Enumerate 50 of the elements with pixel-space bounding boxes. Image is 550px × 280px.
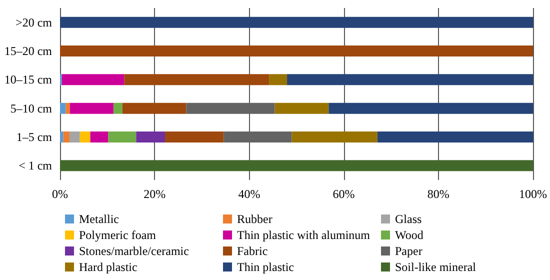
- legend-label: Hard plastic: [79, 260, 138, 274]
- bar: [122, 102, 186, 114]
- bar: [292, 132, 378, 142]
- legend-label: Thin plastic: [237, 260, 294, 274]
- bar: [66, 102, 70, 114]
- bar: [165, 132, 224, 142]
- x-tick-label: 100%: [519, 187, 547, 201]
- bar: [70, 102, 114, 114]
- x-tick-label: 20%: [144, 187, 166, 201]
- bar: [377, 132, 533, 142]
- y-tick-label: 5–10 cm: [10, 101, 53, 116]
- legend-label: Soil-like mineral: [395, 260, 477, 274]
- legend-label: Rubber: [237, 212, 272, 226]
- bar: [60, 16, 533, 28]
- x-tick-label: 60%: [332, 187, 355, 201]
- bar: [90, 132, 108, 142]
- y-tick-label: 15–20 cm: [4, 44, 53, 58]
- x-tick-label: 40%: [238, 187, 260, 201]
- bar: [136, 132, 166, 142]
- bar: [224, 132, 292, 142]
- y-tick-label: < 1 cm: [18, 158, 53, 173]
- bar: [287, 74, 533, 86]
- bar: [108, 132, 136, 142]
- bar: [80, 132, 90, 142]
- legend-label: Paper: [395, 244, 422, 258]
- bar: [186, 102, 275, 114]
- x-tick-label: 0%: [52, 187, 68, 201]
- bar: [328, 102, 533, 114]
- bar: [113, 102, 122, 114]
- x-tick-label: 80%: [427, 187, 450, 201]
- legend-label: Glass: [395, 212, 422, 226]
- legend-label: Fabric: [237, 244, 268, 258]
- legend-label: Stones/marble/ceramic: [79, 244, 189, 258]
- legend-label: Thin plastic with aluminum: [237, 228, 371, 242]
- legend-label: Polymeric foam: [79, 228, 157, 242]
- legend-label: Metallic: [79, 212, 119, 226]
- bar: [274, 102, 329, 114]
- bar: [124, 74, 270, 86]
- y-tick-label: >20 cm: [16, 15, 53, 30]
- bar: [60, 46, 533, 56]
- bar: [69, 132, 80, 142]
- y-tick-label: 10–15 cm: [4, 72, 53, 87]
- bar: [269, 74, 288, 86]
- legend-label: Wood: [395, 228, 424, 242]
- y-tick-label: 1–5 cm: [16, 130, 53, 144]
- bar: [60, 132, 64, 142]
- bar: [60, 102, 66, 114]
- bar: [62, 74, 124, 86]
- bar: [60, 160, 533, 172]
- bar: [63, 132, 70, 142]
